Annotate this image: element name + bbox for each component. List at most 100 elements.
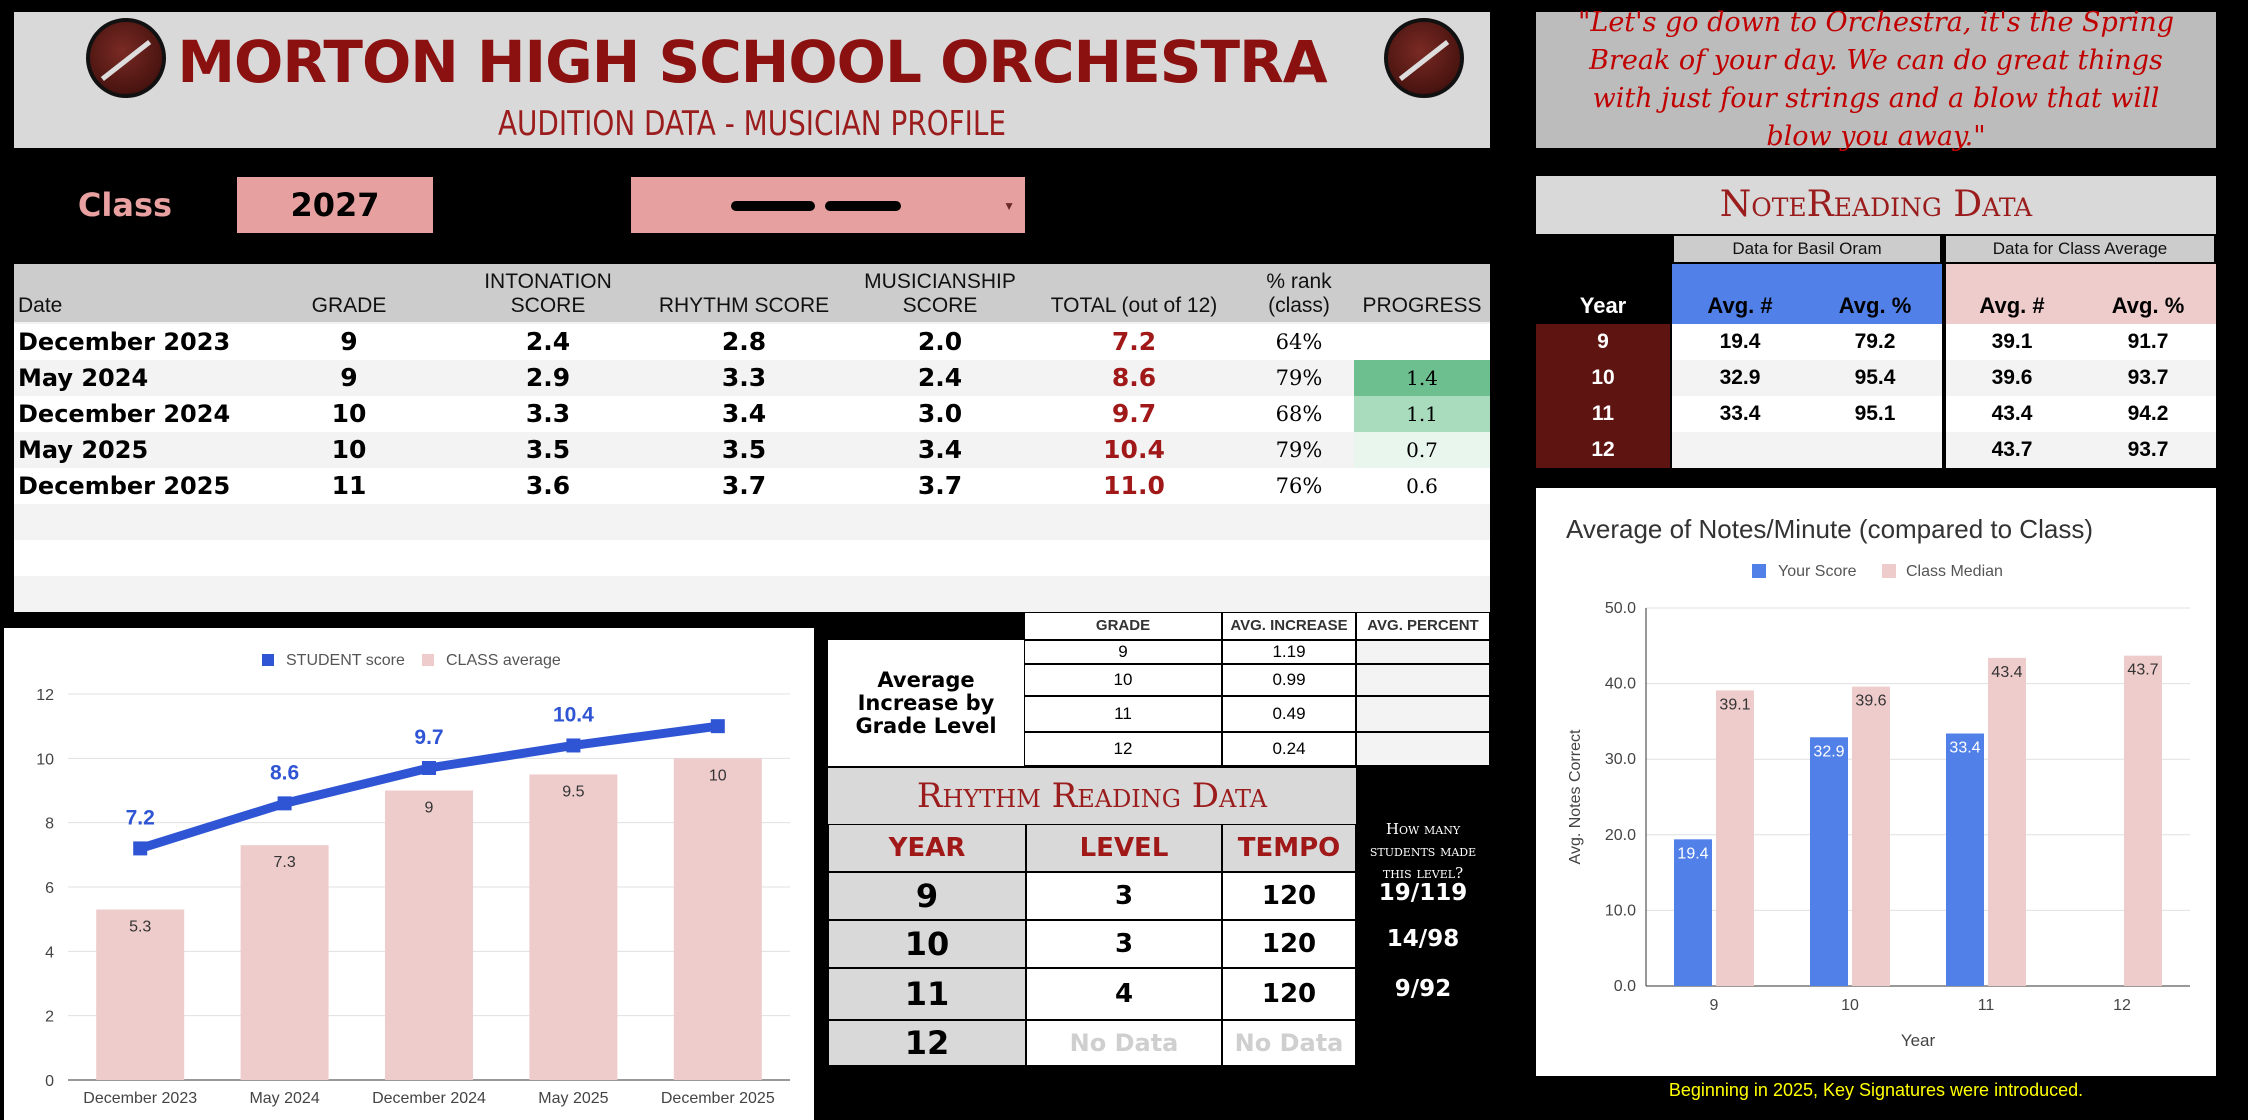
x-tick-label: December 2024 [372, 1090, 486, 1107]
x-tick-label: 11 [1978, 997, 1995, 1014]
audition-cell-progress: 0.7 [1354, 432, 1490, 468]
student-score-point [277, 796, 292, 811]
legend-student-score: STUDENT score [286, 652, 405, 669]
note-reading-cell-year: 11 [1536, 396, 1670, 432]
student-score-chart: STUDENT score CLASS average 0 2 4 6 8 10 12 5.3 7.… [4, 628, 814, 1120]
class-median-label: 43.7 [2127, 662, 2158, 679]
legend-class-median: Class Median [1906, 563, 2003, 580]
note-reading-cell-year: 10 [1536, 360, 1670, 396]
audition-row [14, 540, 1490, 576]
audition-cell-intonation: 3.3 [525, 399, 571, 428]
header-date: Date [18, 294, 63, 317]
note-reading-cell-s_num: 32.9 [1672, 360, 1808, 396]
your-score-label: 32.9 [1813, 743, 1844, 760]
student-dropdown[interactable]: ▼ [631, 177, 1025, 233]
note-reading-cell-c_pct: 91.7 [2080, 324, 2216, 360]
rhythm-cell-level: 3 [1026, 920, 1222, 968]
school-logo-left [86, 18, 166, 98]
rhythm-reading-title: Rhythm Reading Data [828, 768, 1356, 824]
legend-swatch-student [262, 654, 274, 666]
dropdown-caret-icon[interactable]: ▼ [1003, 199, 1015, 213]
audition-row: December 2025 11 3.6 3.7 3.7 11.0 76% 0.6 [14, 468, 1490, 504]
note-reading-cell-s_num: 33.4 [1672, 396, 1808, 432]
audition-cell-progress: 0.6 [1354, 468, 1490, 504]
note-reading-cell-year: 9 [1536, 324, 1670, 360]
audition-cell-musicianship: 3.4 [917, 435, 963, 464]
note-reading-cell-s_pct: 95.4 [1808, 360, 1942, 396]
audition-cell-total: 9.7 [1111, 399, 1157, 428]
note-reading-cell-year: 12 [1536, 432, 1670, 468]
avg-cell-percent [1356, 664, 1490, 696]
header-grade: GRADE [311, 294, 387, 317]
student-score-label: 8.6 [270, 761, 299, 784]
note-reading-cell-s_pct [1808, 432, 1942, 468]
student-score-label: 7.2 [126, 806, 155, 829]
student-score-label: 10.4 [553, 703, 594, 726]
class-input[interactable]: 2027 [237, 177, 433, 233]
audition-cell-rhythm: 3.7 [721, 471, 767, 500]
class-median-label: 39.1 [1719, 696, 1750, 713]
avg-cell-grade: 9 [1024, 640, 1222, 664]
rhythm-cell-tempo: 120 [1222, 920, 1356, 968]
audition-row: December 2023 9 2.4 2.8 2.0 7.2 64% [14, 324, 1490, 360]
rhythm-cell-tempo: 120 [1222, 968, 1356, 1020]
audition-cell-intonation: 2.4 [525, 327, 571, 356]
rhythm-header-year: YEAR [828, 824, 1026, 872]
rhythm-reading-table: Rhythm Reading Data YEAR LEVEL TEMPO 9 3 120 1… [828, 768, 1356, 1066]
avg-percent-header: AVG. PERCENT [1356, 612, 1490, 640]
audition-cell-grade: 10 [331, 435, 367, 464]
audition-cell-musicianship: 2.4 [917, 363, 963, 392]
rhythm-cell-tempo: No Data [1222, 1020, 1356, 1066]
y-axis-title: Avg. Notes Correct [1567, 729, 1584, 864]
page-title: MORTON HIGH SCHOOL ORCHESTRA [177, 28, 1327, 96]
your-score-label: 19.4 [1677, 845, 1708, 862]
audition-cell-rhythm: 3.4 [721, 399, 767, 428]
audition-cell-rhythm: 3.5 [721, 435, 767, 464]
avg-grade-header: GRADE [1024, 612, 1222, 640]
chart-title: Average of Notes/Minute (compared to Cla… [1566, 514, 2093, 544]
note-reading-header: Avg. # [1944, 264, 2080, 324]
rhythm-header-tempo: TEMPO [1222, 824, 1356, 872]
audition-cell-rhythm: 2.8 [721, 327, 767, 356]
note-reading-cell-s_num: 19.4 [1672, 324, 1808, 360]
note-reading-header: Year [1536, 264, 1670, 324]
audition-cell-date: December 2024 [18, 400, 231, 428]
audition-cell-musicianship: 3.7 [917, 471, 963, 500]
how-many-students-label: How many students made this level? [1369, 820, 1477, 882]
audition-table: Date GRADE INTONATION SCORE RHYTHM SCORE… [14, 264, 1490, 612]
audition-cell-rank: 64% [1275, 330, 1323, 354]
y-tick-label: 50.0 [1605, 600, 1636, 617]
x-tick-label: 9 [1710, 997, 1719, 1014]
class-average-label: 5.3 [129, 919, 151, 936]
note-reading-table: NoteReading Data Data for Basil Oram Dat… [1536, 176, 2216, 468]
class-average-bar [385, 790, 473, 1080]
note-reading-cell-s_pct: 95.1 [1808, 396, 1942, 432]
class-median-bar [1988, 657, 2026, 986]
student-score-point [133, 841, 148, 856]
note-reading-cell-c_pct: 93.7 [2080, 432, 2216, 468]
avg-increase-table: Average Increase by Grade Level GRADE AVG… [828, 612, 1490, 766]
audition-cell-rank: 76% [1275, 474, 1323, 498]
rhythm-header-level: LEVEL [1026, 824, 1222, 872]
your-score-bar [1810, 737, 1848, 986]
your-score-bar [1674, 839, 1712, 986]
header-banner: MORTON HIGH SCHOOL ORCHESTRA AUDITION DA… [14, 12, 1490, 148]
note-reading-header: Avg. % [1808, 264, 1942, 324]
audition-row [14, 576, 1490, 612]
y-tick-label: 10.0 [1605, 902, 1636, 919]
audition-cell-date: May 2025 [18, 436, 149, 464]
avg-cell-percent [1356, 696, 1490, 732]
your-score-label: 33.4 [1949, 739, 1980, 756]
rhythm-cell-level: No Data [1026, 1020, 1222, 1066]
student-score-point [710, 719, 725, 734]
redacted-last-name [825, 201, 901, 211]
rhythm-cell-year: 10 [828, 920, 1026, 968]
audition-cell-rank: 79% [1275, 438, 1323, 462]
x-axis-title: Year [1901, 1031, 1936, 1050]
y-tick-label: 0 [45, 1073, 54, 1090]
students-made-level: 9/92 [1394, 976, 1452, 1002]
y-tick-label: 30.0 [1605, 751, 1636, 768]
note-reading-cell-c_num: 39.6 [1944, 360, 2080, 396]
page-subtitle: AUDITION DATA - MUSICIAN PROFILE [497, 104, 1007, 144]
y-tick-label: 4 [45, 944, 54, 961]
